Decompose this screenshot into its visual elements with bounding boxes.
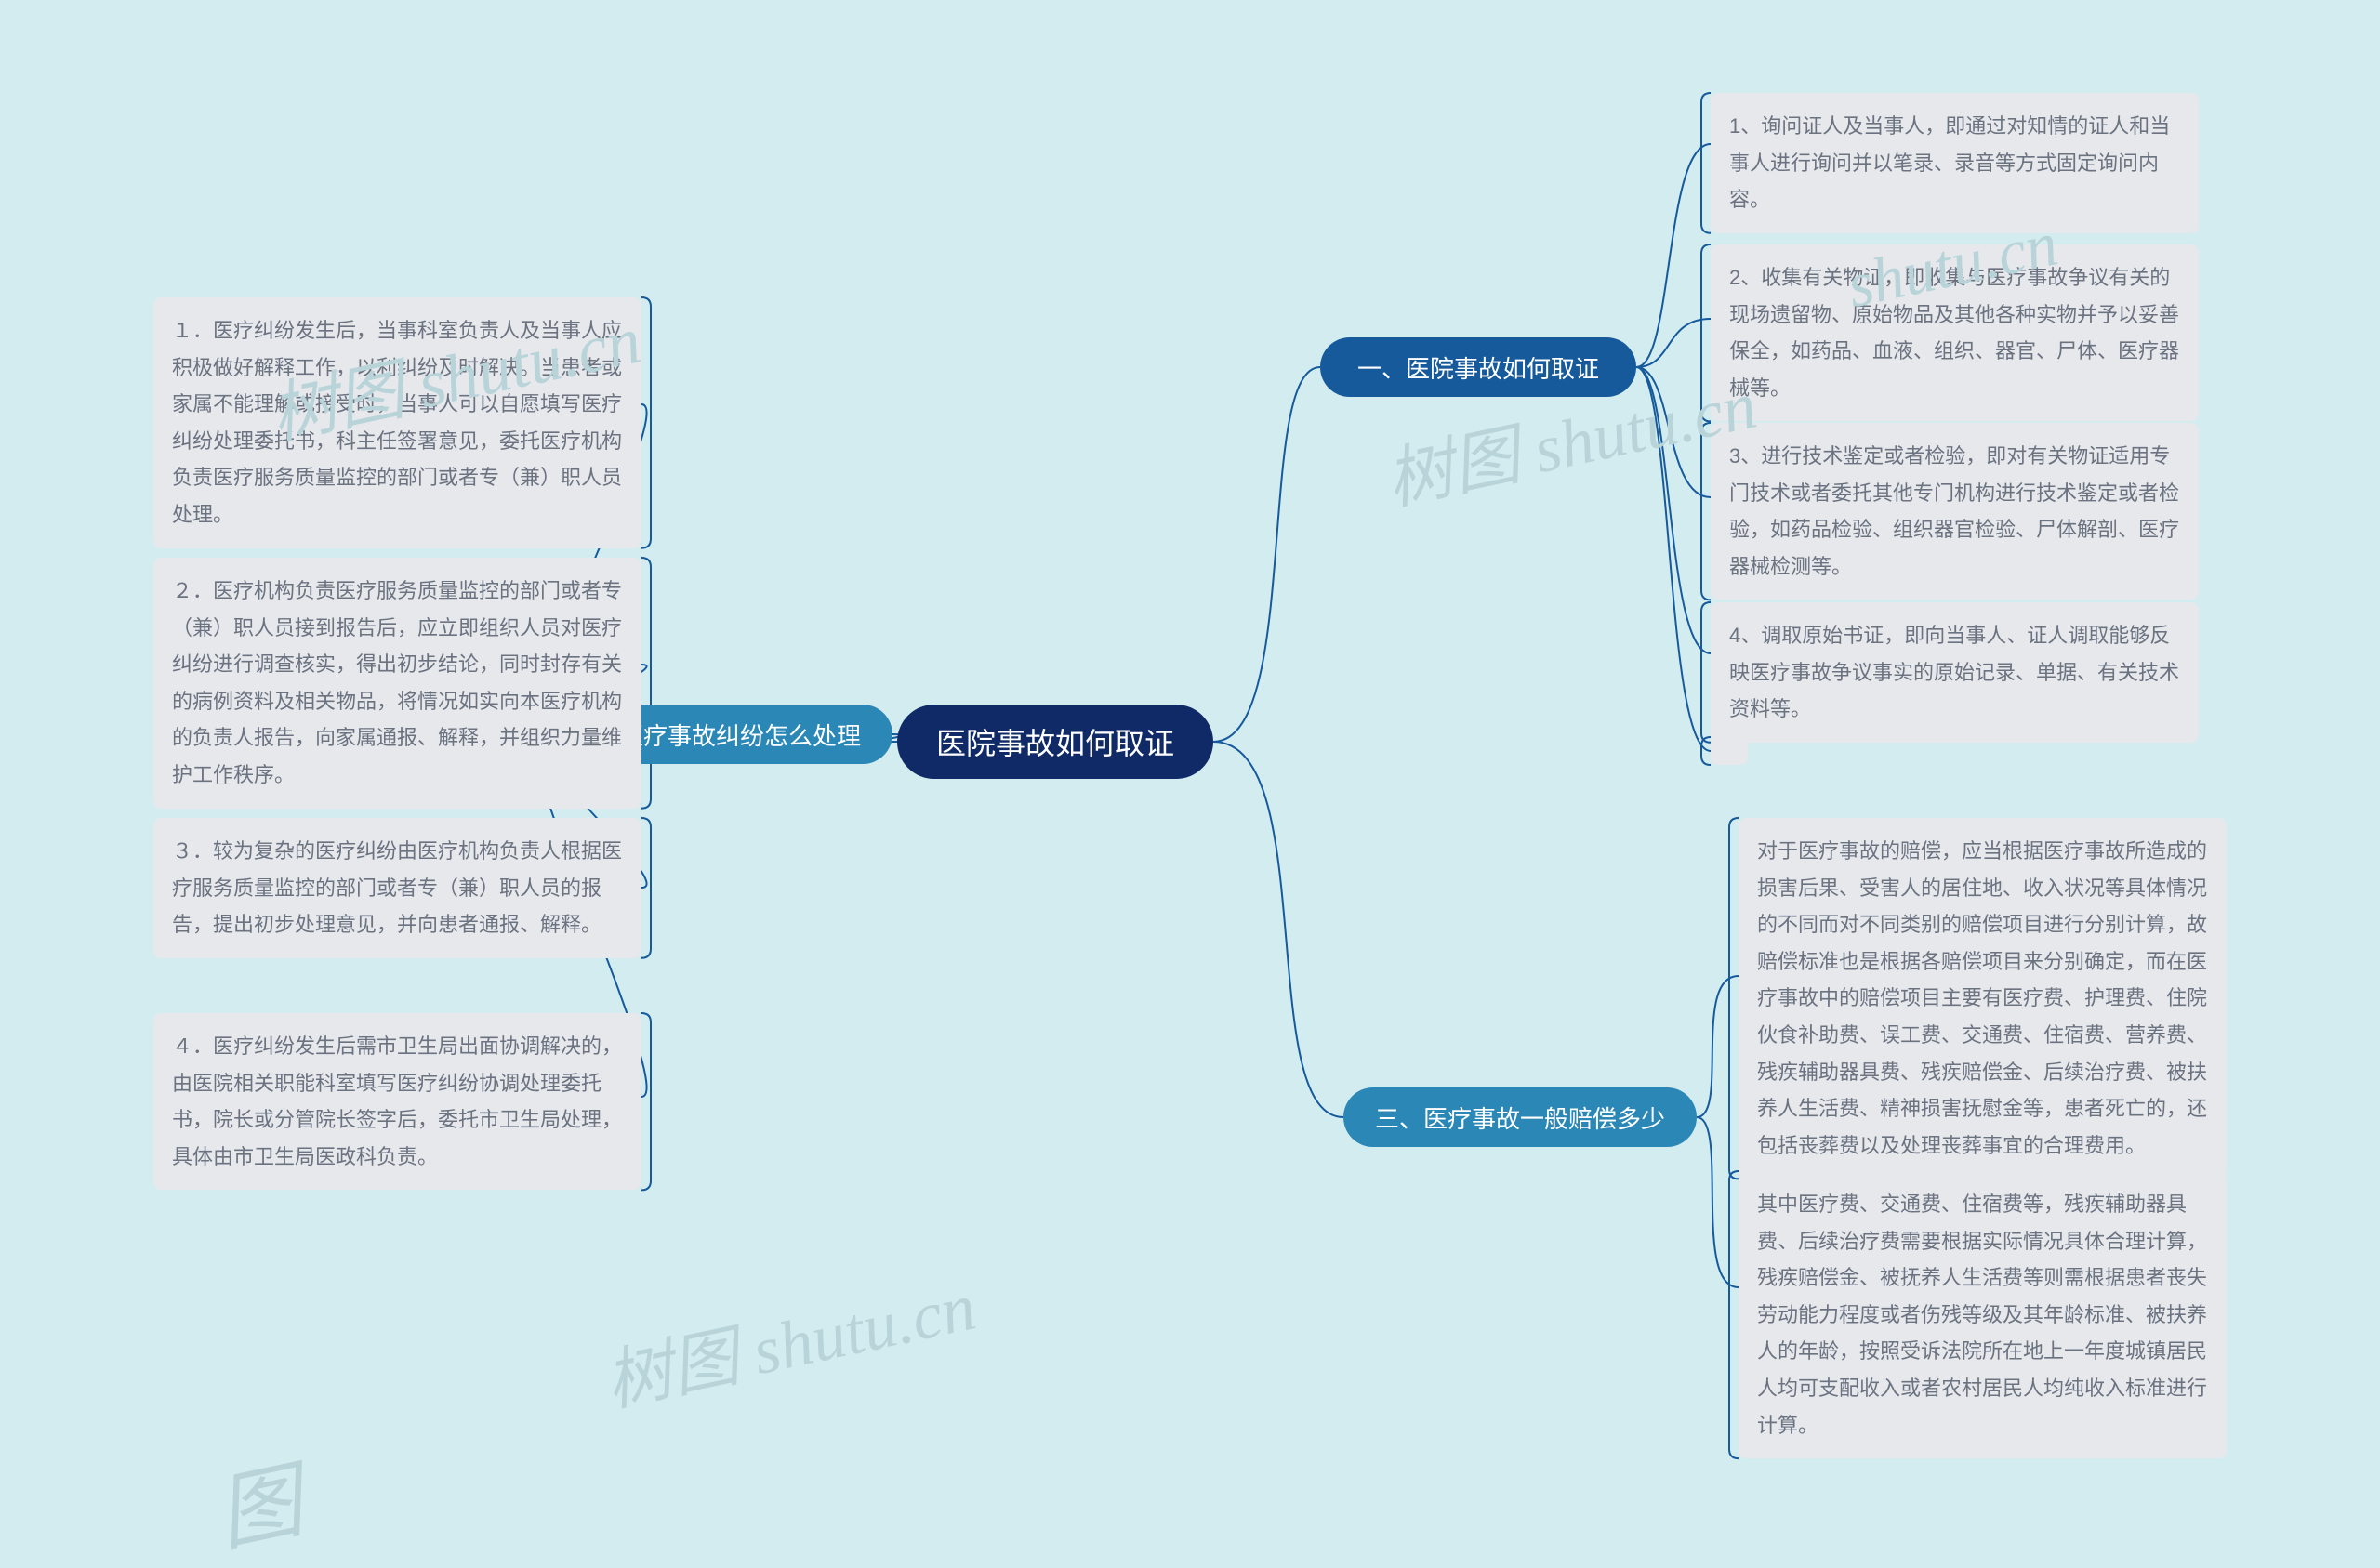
leaf-b2-4: ４．医疗纠纷发生后需市卫生局出面协调解决的，由医院相关职能科室填写医疗纠纷协调处… — [153, 1013, 641, 1190]
leaf-b1-2-text: 2、收集有关物证，即收集与医疗事故争议有关的现场遗留物、原始物品及其他各种实物并… — [1729, 266, 2179, 400]
leaf-b1-5 — [1711, 737, 1748, 765]
leaf-b2-2: ２．医疗机构负责医疗服务质量监控的部门或者专（兼）职人员接到报告后，应立即组织人… — [153, 558, 641, 809]
leaf-b2-3-text: ３．较为复杂的医疗纠纷由医疗机构负责人根据医疗服务质量监控的部门或者专（兼）职人… — [172, 839, 622, 936]
leaf-b2-4-text: ４．医疗纠纷发生后需市卫生局出面协调解决的，由医院相关职能科室填写医疗纠纷协调处… — [172, 1034, 622, 1168]
leaf-b1-3-text: 3、进行技术鉴定或者检验，即对有关物证适用专门技术或者委托其他专门机构进行技术鉴… — [1729, 444, 2179, 578]
branch-1-label: 一、医院事故如何取证 — [1357, 350, 1599, 385]
leaf-b2-3: ３．较为复杂的医疗纠纷由医疗机构负责人根据医疗服务质量监控的部门或者专（兼）职人… — [153, 818, 641, 958]
leaf-b2-1: １．医疗纠纷发生后，当事科室负责人及当事人应积极做好解释工作，以利纠纷及时解决。… — [153, 297, 641, 548]
branch-3-label: 三、医疗事故一般赔偿多少 — [1375, 1100, 1665, 1135]
leaf-b3-1-text: 对于医疗事故的赔偿，应当根据医疗事故所造成的损害后果、受害人的居住地、收入状况等… — [1757, 839, 2207, 1157]
leaf-b1-1: 1、询问证人及当事人，即通过对知情的证人和当事人进行询问并以笔录、录音等方式固定… — [1711, 93, 2199, 233]
leaf-b3-2-text: 其中医疗费、交通费、住宿费等，残疾辅助器具费、后续治疗费需要根据实际情况具体合理… — [1757, 1192, 2207, 1437]
leaf-b2-2-text: ２．医疗机构负责医疗服务质量监控的部门或者专（兼）职人员接到报告后，应立即组织人… — [172, 579, 622, 786]
leaf-b1-4-text: 4、调取原始书证，即向当事人、证人调取能够反映医疗事故争议事实的原始记录、单据、… — [1729, 624, 2179, 720]
branch-3-node: 三、医疗事故一般赔偿多少 — [1343, 1087, 1697, 1147]
root-label: 医院事故如何取证 — [936, 720, 1174, 763]
leaf-b1-4: 4、调取原始书证，即向当事人、证人调取能够反映医疗事故争议事实的原始记录、单据、… — [1711, 602, 2199, 743]
leaf-b2-1-text: １．医疗纠纷发生后，当事科室负责人及当事人应积极做好解释工作，以利纠纷及时解决。… — [172, 319, 622, 526]
root-node: 医院事故如何取证 — [897, 705, 1213, 779]
branch-1-node: 一、医院事故如何取证 — [1320, 337, 1636, 397]
leaf-b3-2: 其中医疗费、交通费、住宿费等，残疾辅助器具费、后续治疗费需要根据实际情况具体合理… — [1739, 1171, 2227, 1458]
leaf-b3-1: 对于医疗事故的赔偿，应当根据医疗事故所造成的损害后果、受害人的居住地、收入状况等… — [1739, 818, 2227, 1179]
leaf-b1-2: 2、收集有关物证，即收集与医疗事故争议有关的现场遗留物、原始物品及其他各种实物并… — [1711, 244, 2199, 421]
leaf-b1-3: 3、进行技术鉴定或者检验，即对有关物证适用专门技术或者委托其他专门机构进行技术鉴… — [1711, 423, 2199, 600]
leaf-b1-1-text: 1、询问证人及当事人，即通过对知情的证人和当事人进行询问并以笔录、录音等方式固定… — [1729, 114, 2170, 211]
